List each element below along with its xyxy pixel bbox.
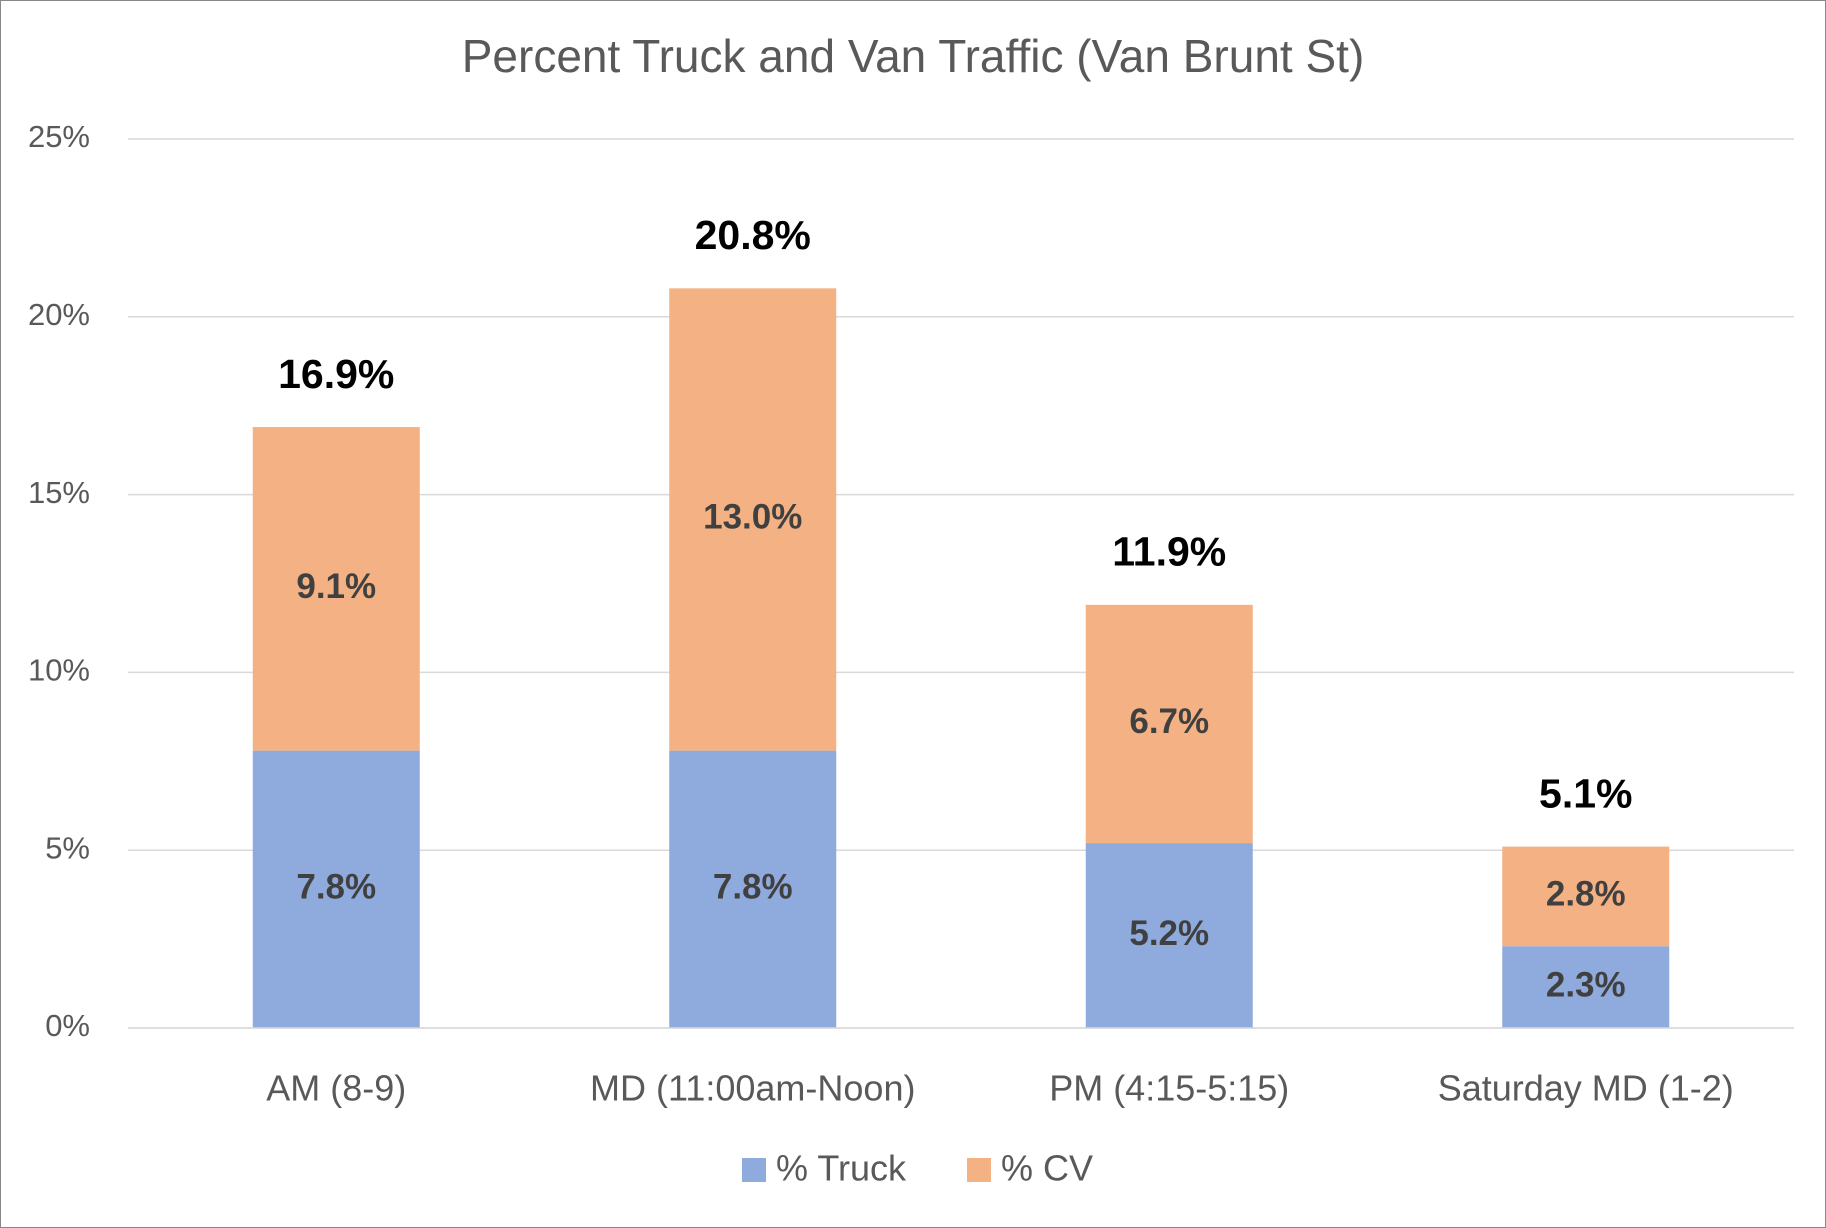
- total-label: 5.1%: [1539, 770, 1632, 816]
- legend-label: % CV: [1001, 1148, 1093, 1189]
- data-label: 5.2%: [1129, 914, 1209, 953]
- y-tick-label: 15%: [28, 475, 90, 510]
- x-tick-label: Saturday MD (1-2): [1438, 1068, 1734, 1109]
- y-tick-label: 25%: [28, 119, 90, 154]
- bar-segment: [252, 427, 420, 751]
- total-label: 20.8%: [695, 212, 811, 258]
- legend-swatch: [967, 1158, 991, 1182]
- bar-segment: [669, 750, 837, 1028]
- y-tick-label: 10%: [28, 653, 90, 688]
- bar-segment: [252, 750, 420, 1028]
- total-label: 16.9%: [278, 351, 394, 397]
- x-tick-label: AM (8-9): [266, 1068, 406, 1109]
- total-label: 11.9%: [1112, 529, 1226, 575]
- data-label: 2.8%: [1546, 875, 1626, 914]
- bar-segment: [1502, 946, 1670, 1028]
- y-tick-label: 5%: [45, 830, 90, 865]
- bar-segment: [1502, 846, 1670, 947]
- y-tick-label: 0%: [45, 1008, 90, 1043]
- data-label: 7.8%: [713, 868, 793, 907]
- data-label: 6.7%: [1129, 702, 1209, 741]
- data-label: 9.1%: [296, 567, 376, 606]
- data-label: 13.0%: [703, 498, 802, 537]
- bar-segment: [1085, 604, 1253, 844]
- y-tick-label: 20%: [28, 297, 90, 332]
- data-label: 2.3%: [1546, 965, 1626, 1004]
- data-label: 7.8%: [296, 868, 376, 907]
- x-tick-label: MD (11:00am-Noon): [590, 1068, 915, 1109]
- legend-swatch: [742, 1158, 766, 1182]
- x-tick-label: PM (4:15-5:15): [1049, 1068, 1289, 1109]
- legend-label: % Truck: [776, 1148, 907, 1189]
- bar-segment: [1085, 843, 1253, 1028]
- chart-title: Percent Truck and Van Traffic (Van Brunt…: [462, 30, 1365, 82]
- bar-segment: [669, 288, 837, 751]
